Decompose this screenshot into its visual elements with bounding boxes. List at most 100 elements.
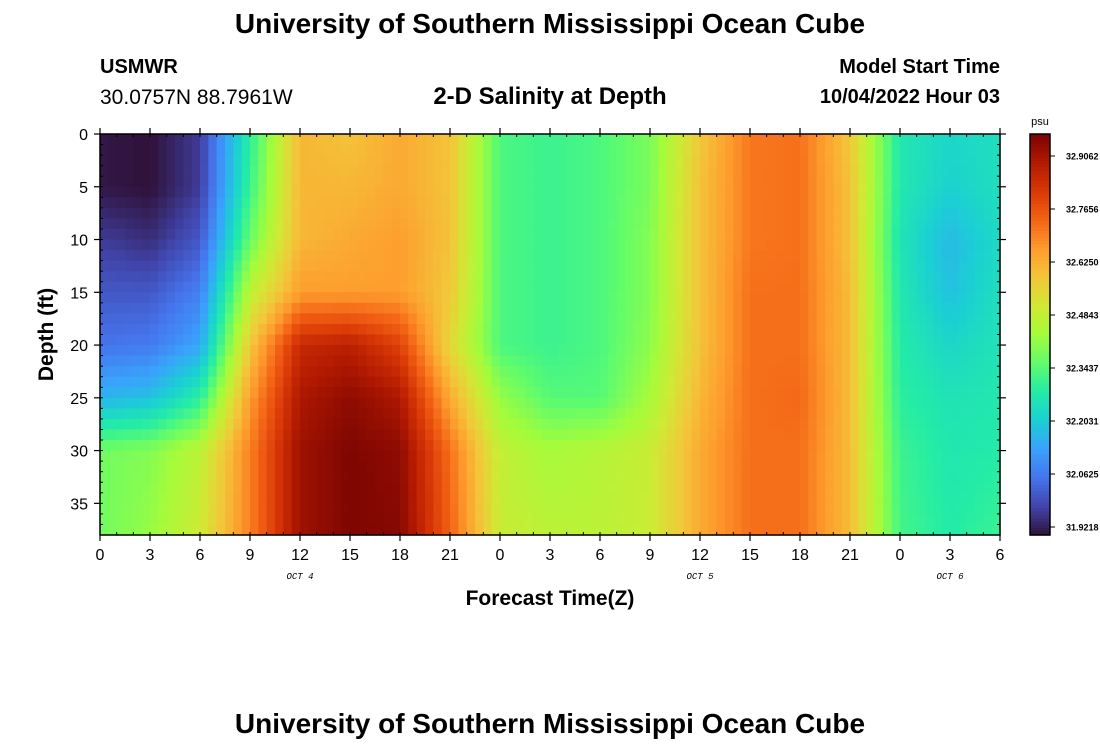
heatmap-cell	[941, 376, 951, 388]
heatmap-cell	[600, 418, 609, 431]
heatmap-cell	[333, 155, 343, 167]
heatmap-cell	[808, 271, 818, 283]
heatmap-cell	[850, 197, 859, 209]
x-tick-label: 18	[791, 547, 809, 564]
heatmap-cell	[833, 429, 843, 441]
heatmap-cell	[725, 387, 734, 399]
heatmap-cell	[683, 461, 693, 473]
heatmap-cell	[466, 207, 476, 220]
heatmap-cell	[783, 134, 793, 146]
heatmap-cell	[608, 134, 618, 146]
heatmap-cell	[233, 334, 243, 346]
heatmap-cell	[675, 281, 684, 293]
heatmap-cell	[558, 482, 568, 494]
heatmap-cell	[558, 429, 568, 441]
heatmap-cell	[450, 176, 459, 188]
heatmap-cell	[383, 250, 393, 262]
heatmap-cell	[883, 482, 893, 494]
heatmap-cell	[566, 144, 576, 156]
heatmap-cell	[166, 218, 176, 230]
heatmap-cell	[808, 418, 818, 431]
heatmap-cell	[700, 471, 709, 483]
heatmap-cell	[166, 418, 176, 431]
heatmap-cell	[633, 292, 643, 304]
heatmap-cell	[175, 292, 184, 304]
heatmap-cell	[541, 355, 551, 367]
heatmap-cell	[258, 345, 268, 357]
heatmap-cell	[625, 260, 634, 272]
heatmap-cell	[733, 450, 743, 462]
heatmap-cell	[683, 165, 693, 177]
heatmap-cell	[550, 524, 559, 536]
heatmap-cell	[425, 461, 434, 473]
heatmap-cell	[683, 492, 693, 504]
heatmap-cell	[925, 429, 934, 441]
colorbar-segment	[1030, 147, 1050, 152]
heatmap-cell	[583, 387, 593, 399]
heatmap-cell	[533, 207, 543, 220]
heatmap-cell	[991, 418, 1001, 431]
heatmap-cell	[783, 228, 793, 241]
heatmap-cell	[850, 228, 859, 241]
heatmap-cell	[683, 302, 693, 314]
heatmap-cell	[716, 134, 726, 146]
heatmap-cell	[208, 503, 218, 515]
heatmap-cell	[850, 471, 859, 483]
heatmap-cell	[533, 281, 543, 293]
heatmap-cell	[858, 366, 868, 378]
heatmap-cell	[408, 207, 418, 220]
heatmap-cell	[716, 492, 726, 504]
heatmap-cell	[333, 355, 343, 367]
heatmap-cell	[458, 450, 468, 462]
heatmap-cell	[216, 323, 226, 336]
heatmap-cell	[966, 292, 976, 304]
heatmap-cell	[708, 355, 718, 367]
heatmap-cell	[291, 345, 301, 357]
heatmap-cell	[500, 239, 509, 251]
heatmap-cell	[158, 260, 168, 272]
colorbar-segment	[1030, 367, 1050, 372]
heatmap-cell	[650, 144, 659, 156]
heatmap-cell	[908, 461, 918, 473]
heatmap-cell	[900, 228, 909, 241]
heatmap-cell	[191, 513, 201, 526]
heatmap-cell	[691, 260, 701, 272]
heatmap-cell	[475, 197, 484, 209]
colorbar-segment	[1030, 397, 1050, 402]
heatmap-cell	[483, 387, 493, 399]
heatmap-cell	[958, 440, 968, 452]
heatmap-cell	[383, 334, 393, 346]
heatmap-cell	[991, 492, 1001, 504]
x-tick-label: 9	[246, 547, 255, 564]
heatmap-cell	[716, 313, 726, 325]
heatmap-cell	[666, 503, 676, 515]
heatmap-cell	[991, 271, 1001, 283]
heatmap-cell	[983, 313, 993, 325]
colorbar-segment	[1030, 418, 1050, 422]
heatmap-cell	[516, 429, 526, 441]
heatmap-cell	[741, 503, 751, 515]
heatmap-cell	[816, 408, 826, 420]
heatmap-cell	[458, 176, 468, 188]
heatmap-cell	[825, 366, 834, 378]
heatmap-cell	[641, 355, 651, 367]
heatmap-cell	[325, 155, 334, 167]
heatmap-cell	[466, 334, 476, 346]
colorbar-segment	[1030, 144, 1050, 148]
heatmap-cell	[641, 313, 651, 325]
heatmap-cell	[783, 461, 793, 473]
heatmap-cell	[400, 513, 409, 526]
heatmap-cell	[383, 450, 393, 462]
heatmap-cell	[683, 345, 693, 357]
station-id: USMWR	[100, 56, 178, 78]
heatmap-cell	[208, 345, 218, 357]
heatmap-cell	[241, 492, 251, 504]
heatmap-cell	[941, 292, 951, 304]
heatmap-cell	[458, 418, 468, 431]
heatmap-cell	[425, 345, 434, 357]
heatmap-cell	[725, 207, 734, 220]
heatmap-cell	[308, 302, 318, 314]
heatmap-cell	[400, 302, 409, 314]
heatmap-cell	[791, 313, 801, 325]
heatmap-cell	[458, 218, 468, 230]
